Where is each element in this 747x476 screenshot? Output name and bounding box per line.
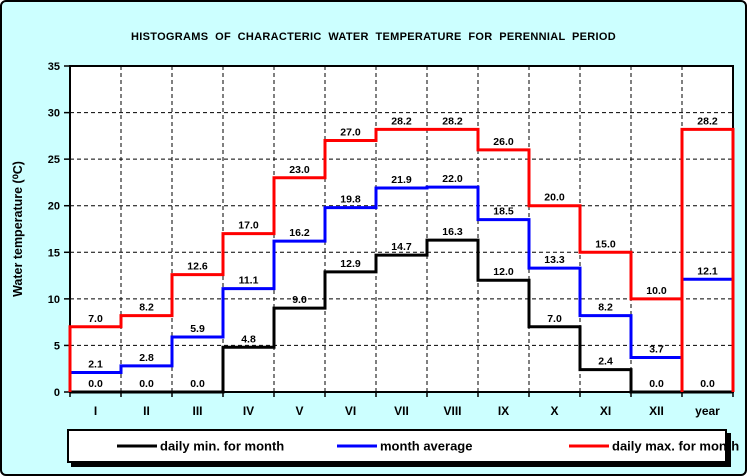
- value-label: 0.0: [700, 378, 715, 390]
- value-label: 4.8: [241, 333, 256, 345]
- value-label: 27.0: [340, 127, 361, 139]
- x-category-label: X: [550, 404, 558, 418]
- legend-item-month-average: month average: [337, 439, 472, 454]
- x-category-label: year: [695, 404, 720, 418]
- y-tick-label: 5: [54, 340, 60, 352]
- value-label: 2.4: [598, 356, 613, 368]
- daily-min-line-swatch: [117, 444, 157, 448]
- legend-label-daily-max: daily max. for month: [612, 438, 740, 454]
- value-label: 13.3: [544, 254, 565, 266]
- x-category-label: V: [295, 404, 303, 418]
- value-label: 26.0: [493, 136, 514, 148]
- legend: daily min. for month month average daily…: [67, 429, 739, 463]
- value-label: 17.0: [238, 220, 259, 232]
- daily-max-line-swatch: [569, 444, 609, 448]
- value-label: 11.1: [239, 275, 259, 287]
- chart-title: HISTOGRAMS OF CHARACTERIC WATER TEMPERAT…: [131, 31, 616, 43]
- value-label: 12.0: [493, 266, 514, 278]
- y-tick-label: 15: [48, 247, 60, 259]
- x-category-label: I: [94, 404, 97, 418]
- x-category-label: VI: [345, 404, 356, 418]
- y-tick-label: 35: [48, 61, 60, 73]
- value-label: 7.0: [88, 313, 103, 325]
- value-label: 28.2: [391, 115, 412, 127]
- legend-label-month-average: month average: [380, 438, 473, 454]
- legend-item-daily-max: daily max. for month: [569, 439, 739, 454]
- value-label: 2.1: [88, 358, 103, 370]
- x-category-label: II: [143, 404, 150, 418]
- value-label: 8.2: [598, 302, 613, 314]
- x-category-label: XI: [600, 404, 611, 418]
- value-label: 28.2: [697, 115, 718, 127]
- legend-label-daily-min: daily min. for month: [160, 438, 285, 454]
- x-category-label: IV: [243, 404, 254, 418]
- series-daily-min-for-month: [70, 238, 733, 394]
- x-category-label: XII: [649, 404, 664, 418]
- value-label: 0.0: [139, 378, 154, 390]
- x-category-label: VII: [394, 404, 409, 418]
- y-axis-title: Water temperature (⁰C): [11, 161, 25, 297]
- x-category-label: III: [192, 404, 202, 418]
- value-label: 28.2: [442, 115, 463, 127]
- y-tick-label: 20: [48, 201, 60, 213]
- value-label: 16.2: [289, 227, 310, 239]
- value-label: 5.9: [190, 323, 205, 335]
- value-label: 0.0: [88, 378, 103, 390]
- value-label: 2.8: [139, 352, 154, 364]
- legend-item-daily-min: daily min. for month: [117, 439, 284, 454]
- value-label: 22.0: [442, 173, 463, 185]
- value-label: 3.7: [649, 344, 664, 356]
- value-label: 16.3: [442, 226, 463, 238]
- x-category-label: IX: [498, 404, 509, 418]
- value-label: 0.0: [190, 378, 205, 390]
- value-label: 12.1: [697, 265, 718, 277]
- value-label: 0.0: [649, 378, 664, 390]
- y-tick-label: 0: [54, 387, 60, 399]
- value-label: 20.0: [544, 192, 565, 204]
- month-average-line-swatch: [337, 444, 377, 448]
- series-month-average: [70, 185, 733, 374]
- value-label: 23.0: [289, 164, 310, 176]
- value-label: 10.0: [646, 285, 667, 297]
- value-label: 12.6: [187, 261, 208, 273]
- y-tick-label: 10: [48, 294, 60, 306]
- value-label: 21.9: [391, 174, 412, 186]
- x-category-label: VIII: [443, 404, 461, 418]
- value-label: 7.0: [547, 313, 562, 325]
- value-label: 9.0: [292, 294, 307, 306]
- value-label: 8.2: [139, 302, 154, 314]
- y-tick-label: 30: [48, 108, 60, 120]
- value-label: 15.0: [595, 238, 616, 250]
- value-label: 18.5: [493, 206, 514, 218]
- value-labels: 0.0 0.0 0.0 4.8 9.0 12.9 14.7 16.3 12.0 7.0 2.4 0.0…: [88, 115, 718, 390]
- value-label: 12.9: [340, 258, 361, 270]
- value-label: 19.8: [340, 194, 361, 206]
- series-daily-max-for-month: [68, 127, 735, 392]
- y-tick-label: 25: [48, 154, 60, 166]
- value-label: 14.7: [391, 241, 412, 253]
